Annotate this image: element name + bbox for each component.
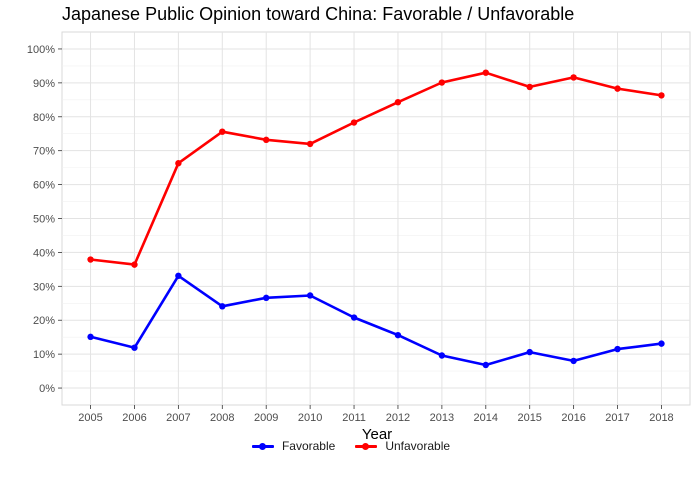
- y-tick-label: 0%: [39, 383, 55, 395]
- data-point-unfavorable: [306, 140, 314, 148]
- data-point-unfavorable: [570, 74, 577, 81]
- x-tick-label: 2011: [342, 412, 366, 424]
- x-tick-label: 2006: [122, 412, 146, 424]
- data-point-unfavorable: [219, 128, 226, 135]
- y-tick-label: 10%: [33, 349, 55, 361]
- y-tick-label: 80%: [33, 112, 55, 124]
- y-tick-label: 20%: [33, 315, 55, 327]
- data-point-favorable: [350, 314, 358, 321]
- legend-label-favorable: Favorable: [281, 439, 336, 453]
- series-line-unfavorable: [89, 71, 663, 266]
- data-point-favorable: [219, 303, 226, 310]
- data-point-favorable: [658, 340, 665, 347]
- data-point-unfavorable: [438, 79, 446, 86]
- legend-key-unfavorable: [353, 439, 379, 453]
- data-point-favorable: [131, 344, 138, 351]
- data-point-favorable: [614, 345, 621, 353]
- legend: Favorable Unfavorable: [0, 439, 700, 453]
- y-tick-label: 60%: [33, 180, 55, 192]
- x-tick-label: 2014: [474, 412, 498, 424]
- data-point-unfavorable: [482, 69, 489, 76]
- x-tick-label: 2015: [517, 412, 541, 424]
- legend-label-unfavorable: Unfavorable: [385, 439, 451, 453]
- x-tick-label: 2012: [386, 412, 410, 424]
- data-point-favorable: [306, 292, 314, 299]
- data-point-unfavorable: [87, 256, 94, 263]
- data-point-unfavorable: [658, 92, 665, 99]
- data-point-favorable: [263, 294, 270, 302]
- legend-item-unfavorable: Unfavorable: [353, 439, 450, 453]
- x-axis-title: Year: [362, 426, 392, 443]
- y-tick-label: 50%: [33, 214, 55, 226]
- data-point-favorable: [438, 352, 446, 359]
- x-tick-label: 2009: [254, 412, 278, 424]
- x-tick-label: 2016: [561, 412, 585, 424]
- data-point-unfavorable: [350, 119, 358, 126]
- x-tick-label: 2007: [166, 412, 190, 424]
- chart-title: Japanese Public Opinion toward China: Fa…: [62, 4, 575, 24]
- data-point-unfavorable: [175, 160, 182, 167]
- series-line-favorable: [89, 274, 663, 367]
- legend-key-favorable: [250, 439, 276, 453]
- data-point-favorable: [570, 357, 577, 365]
- data-point-unfavorable: [394, 98, 402, 106]
- data-point-favorable: [394, 331, 402, 339]
- y-tick-label: 30%: [33, 281, 55, 293]
- y-tick-label: 90%: [33, 78, 55, 90]
- data-point-unfavorable: [263, 136, 270, 144]
- x-tick-label: 2008: [210, 412, 234, 424]
- x-tick-label: 2017: [605, 412, 629, 424]
- data-point-favorable: [87, 333, 94, 341]
- legend-item-favorable: Favorable: [250, 439, 335, 453]
- data-point-favorable: [175, 272, 182, 280]
- data-point-unfavorable: [131, 261, 138, 268]
- x-tick-label: 2010: [298, 412, 322, 424]
- x-tick-label: 2005: [78, 412, 102, 424]
- y-tick-label: 100%: [27, 44, 55, 56]
- data-point-favorable: [526, 348, 533, 356]
- data-point-unfavorable: [526, 83, 533, 91]
- x-tick-label: 2018: [649, 412, 673, 424]
- x-tick-label: 2013: [430, 412, 454, 424]
- data-point-unfavorable: [614, 85, 621, 92]
- y-tick-label: 70%: [33, 146, 55, 158]
- y-tick-label: 40%: [33, 247, 55, 259]
- data-point-favorable: [482, 361, 489, 369]
